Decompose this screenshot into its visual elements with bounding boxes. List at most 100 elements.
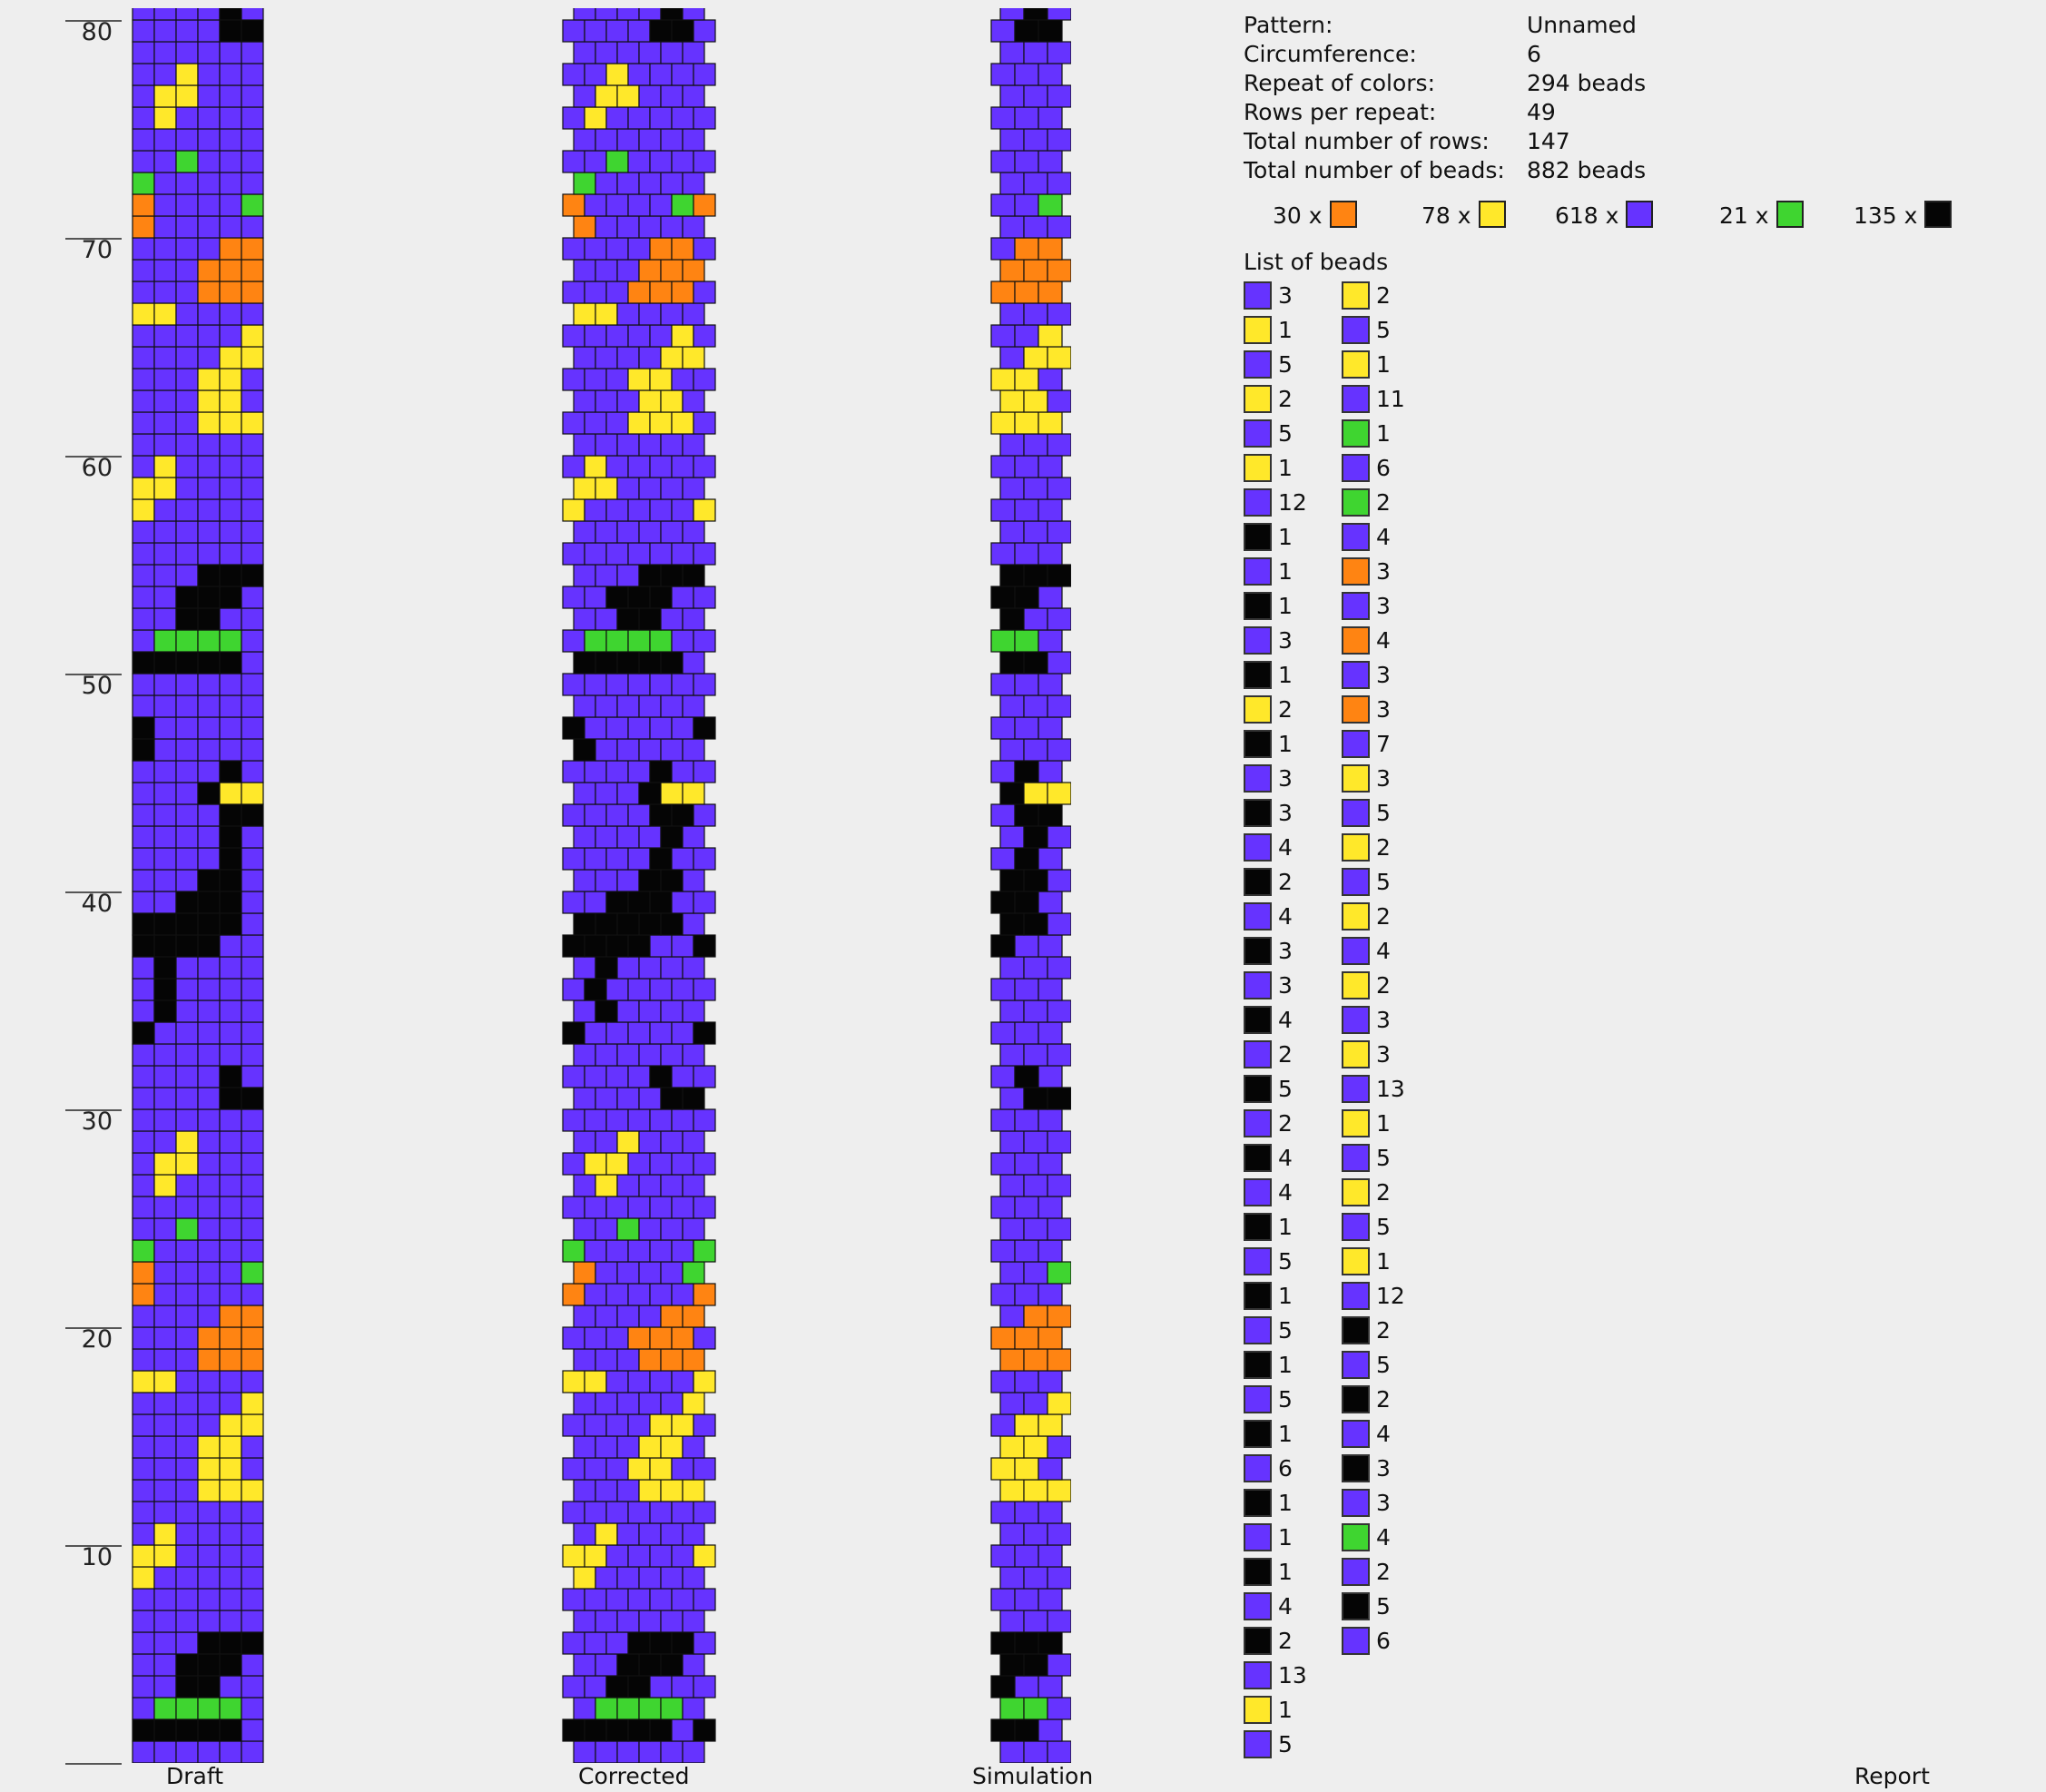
bead-color-swatch: [1342, 1385, 1370, 1413]
bead-cell: [638, 1522, 662, 1546]
bead-cell: [649, 19, 673, 43]
bead-cell: [649, 934, 673, 958]
bead-cell: [573, 1392, 596, 1415]
bead-cell: [153, 1588, 177, 1611]
bead-cell: [153, 1174, 177, 1197]
bead-cell: [595, 956, 618, 980]
bead-run-count: 2: [1278, 1041, 1293, 1068]
bead-cell: [595, 1348, 618, 1372]
corrected-panel[interactable]: [561, 8, 717, 1763]
bead-cell: [197, 41, 221, 64]
bead-cell: [605, 934, 629, 958]
bead-cell: [132, 281, 155, 304]
bead-cell: [595, 782, 618, 805]
bead-cell: [999, 1087, 1025, 1110]
bead-color-swatch: [1244, 1282, 1272, 1310]
bead-cell: [219, 324, 242, 348]
bead-cell: [638, 564, 662, 587]
bead-cell: [132, 1653, 155, 1677]
bead-run-count: 2: [1278, 696, 1293, 723]
bead-cell: [584, 1021, 607, 1045]
bead-cell: [616, 1697, 640, 1720]
bead-cell: [573, 956, 596, 980]
bead-run-count: 3: [1278, 938, 1293, 964]
bead-cell: [616, 1087, 640, 1110]
simulation-grid[interactable]: [989, 8, 1071, 1763]
bead-cell: [132, 1043, 155, 1067]
simulation-panel[interactable]: [989, 8, 1071, 1763]
color-count-item: 618 x: [1555, 198, 1654, 234]
bead-cell: [175, 1196, 199, 1219]
bead-cell: [682, 1653, 705, 1677]
bead-cell: [605, 542, 629, 566]
bead-cell: [197, 63, 221, 86]
bead-cell: [616, 1348, 640, 1372]
bead-cell: [595, 128, 618, 152]
draft-panel[interactable]: [131, 8, 265, 1763]
bead-cell: [660, 1697, 684, 1720]
bead-run-count: 2: [1376, 903, 1391, 930]
bead-cell: [175, 411, 199, 435]
bead-cell: [153, 673, 177, 696]
bead-cell: [649, 1675, 673, 1698]
bead-cell: [241, 738, 264, 762]
bead-cell: [241, 1457, 264, 1481]
total-rows-label: Total number of rows:: [1244, 128, 1490, 154]
bead-cell: [153, 520, 177, 544]
bead-cell: [990, 934, 1016, 958]
bead-cell: [241, 1653, 264, 1677]
bead-cell: [132, 629, 155, 653]
bead-cell: [584, 1413, 607, 1437]
bead-color-swatch: [1342, 764, 1370, 793]
bead-run-count: 1: [1376, 420, 1391, 447]
bead-cell: [175, 150, 199, 173]
corrected-grid[interactable]: [561, 8, 717, 1763]
bead-cell: [660, 912, 684, 936]
bead-cell: [605, 1021, 629, 1045]
bead-cell: [219, 455, 242, 478]
bead-cell: [1047, 41, 1071, 64]
bead-cell: [999, 651, 1025, 674]
bead-cell: [241, 41, 264, 64]
bead-cell: [595, 1305, 618, 1328]
bead-cell: [175, 1392, 199, 1415]
bead-cell: [605, 150, 629, 173]
bead-cell: [616, 1174, 640, 1197]
bead-cell: [175, 237, 199, 261]
bead-cell: [153, 1108, 177, 1132]
bead-cell: [241, 1588, 264, 1611]
bead-cell: [1023, 172, 1048, 195]
bead-color-swatch: [1342, 1282, 1370, 1310]
bead-cell: [197, 586, 221, 609]
bead-cell: [219, 1653, 242, 1677]
bead-cell: [1023, 8, 1048, 21]
bead-cell: [219, 389, 242, 413]
bead-cell: [1038, 1675, 1063, 1698]
bead-cell: [153, 803, 177, 827]
bead-run-count: 4: [1278, 1593, 1293, 1620]
bead-cell: [153, 1283, 177, 1306]
draft-grid[interactable]: [131, 8, 265, 1763]
bead-cell: [197, 259, 221, 282]
bead-cell: [175, 172, 199, 195]
bead-cell: [132, 564, 155, 587]
bead-cell: [999, 1653, 1025, 1677]
bead-cell: [175, 302, 199, 326]
bead-cell: [1038, 1588, 1063, 1611]
bead-cell: [990, 891, 1016, 914]
bead-cell: [627, 193, 651, 217]
bead-cell: [241, 1740, 264, 1763]
bead-cell: [219, 1610, 242, 1633]
bead-cell: [197, 1413, 221, 1437]
color-count-text: 21 x: [1719, 202, 1769, 229]
bead-cell: [1014, 63, 1039, 86]
bead-cell: [562, 1675, 585, 1698]
bead-cell: [638, 738, 662, 762]
bead-cell: [1014, 1631, 1039, 1655]
bead-cell: [241, 1544, 264, 1568]
bead-cell: [627, 1196, 651, 1219]
bead-cell: [671, 978, 694, 1001]
bead-color-swatch: [1342, 523, 1370, 551]
bead-cell: [584, 803, 607, 827]
bead-cell: [616, 259, 640, 282]
